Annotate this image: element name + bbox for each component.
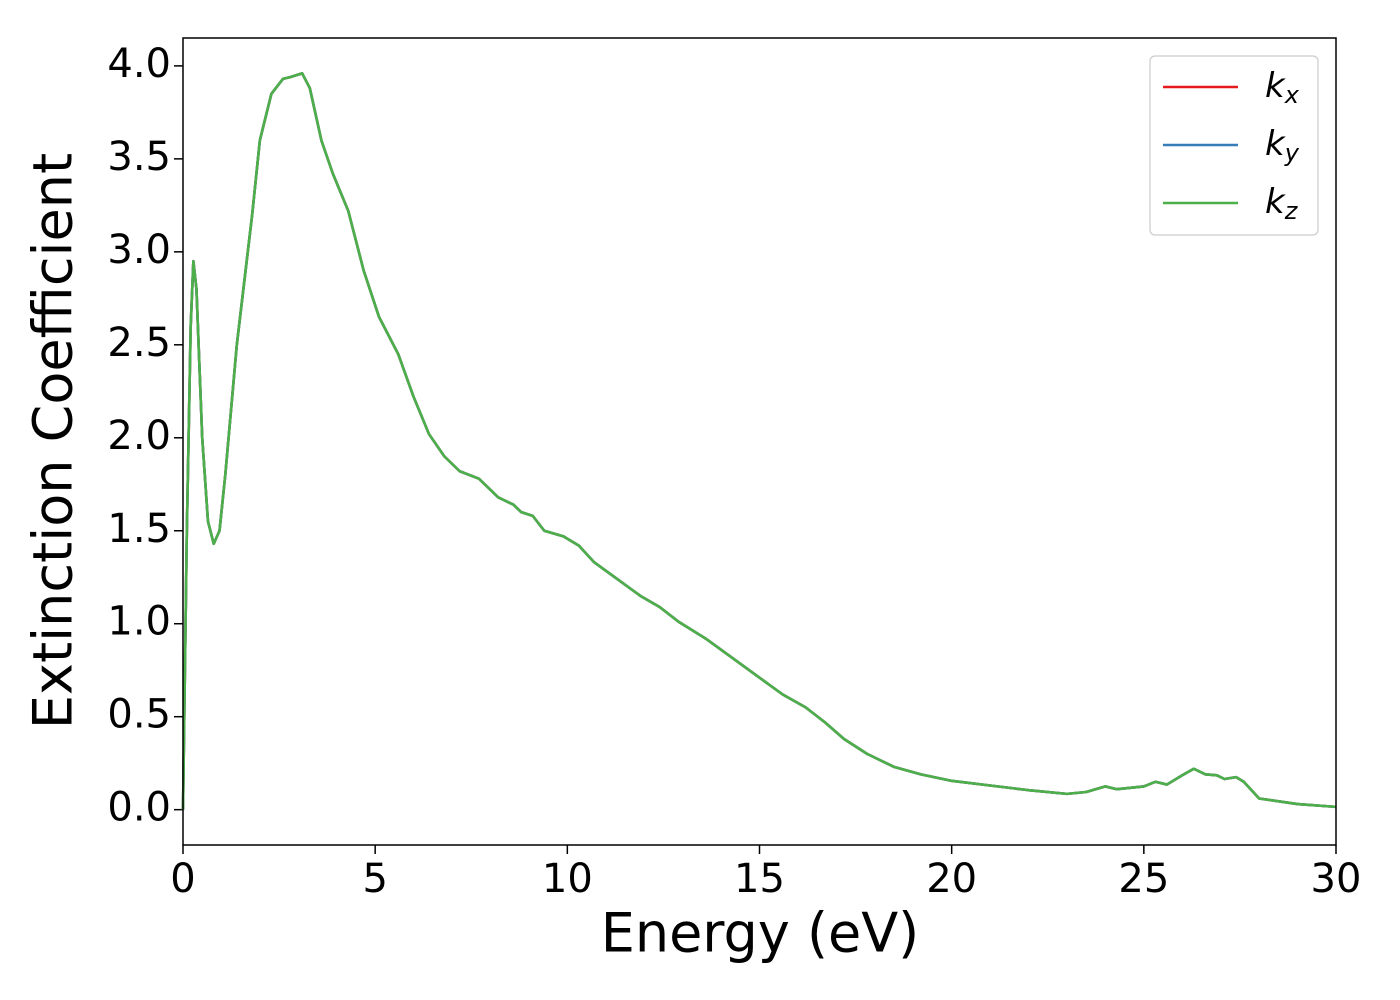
x-tick-label: 25: [1118, 856, 1169, 902]
y-tick-label: 4.0: [107, 41, 171, 87]
y-tick-label: 2.0: [107, 413, 171, 459]
y-tick-label: 0.5: [107, 692, 171, 738]
legend-label: ky: [1265, 124, 1300, 168]
y-tick-label: 1.5: [107, 506, 171, 552]
y-tick-label: 0.0: [107, 785, 171, 831]
y-tick-label: 3.0: [107, 227, 171, 273]
plot-frame: [182, 37, 1337, 846]
x-axis-label: Energy (eV): [601, 902, 920, 965]
data-line: [181, 72, 1337, 810]
x-tick-label: 30: [1311, 856, 1362, 902]
x-tick-label: 5: [362, 856, 387, 902]
x-tick-label: 0: [170, 856, 195, 902]
legend-label: kx: [1265, 66, 1300, 110]
y-tick-label: 3.5: [107, 134, 171, 180]
y-axis-label: Extinction Coefficient: [22, 153, 85, 729]
x-tick-label: 10: [542, 856, 593, 902]
x-tick-label: 15: [734, 856, 785, 902]
x-tick-label: 20: [926, 856, 977, 902]
y-tick-label: 1.0: [107, 599, 171, 645]
y-tick-label: 2.5: [107, 320, 171, 366]
legend-label: kz: [1265, 182, 1299, 226]
